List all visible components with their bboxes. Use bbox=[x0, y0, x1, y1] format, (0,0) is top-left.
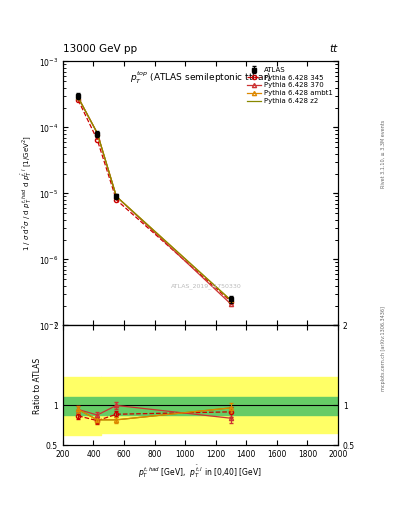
Pythia 6.428 370 bbox=[229, 301, 233, 307]
Line: Pythia 6.428 345: Pythia 6.428 345 bbox=[76, 98, 233, 304]
Pythia 6.428 z2 bbox=[76, 94, 81, 100]
Pythia 6.428 z2 bbox=[95, 130, 100, 136]
Text: mcplots.cern.ch [arXiv:1306.3436]: mcplots.cern.ch [arXiv:1306.3436] bbox=[381, 306, 386, 391]
Y-axis label: Ratio to ATLAS: Ratio to ATLAS bbox=[33, 357, 42, 414]
Text: $p_T^{top}$ (ATLAS semileptonic ttbar): $p_T^{top}$ (ATLAS semileptonic ttbar) bbox=[130, 69, 271, 86]
Pythia 6.428 ambt1 bbox=[114, 194, 119, 200]
Pythia 6.428 370 bbox=[114, 194, 119, 200]
Pythia 6.428 z2 bbox=[114, 194, 119, 200]
Pythia 6.428 345 bbox=[229, 298, 233, 305]
Pythia 6.428 370 bbox=[76, 94, 81, 100]
Y-axis label: 1 / $\sigma$ d$^2\sigma$ / d $p_T^{t,had}$ d $p_T^{\bar{t},l}$ [1/GeV$^2$]: 1 / $\sigma$ d$^2\sigma$ / d $p_T^{t,had… bbox=[20, 136, 35, 251]
Pythia 6.428 ambt1 bbox=[76, 94, 81, 100]
Legend: ATLAS, Pythia 6.428 345, Pythia 6.428 370, Pythia 6.428 ambt1, Pythia 6.428 z2: ATLAS, Pythia 6.428 345, Pythia 6.428 37… bbox=[245, 65, 334, 106]
Line: Pythia 6.428 ambt1: Pythia 6.428 ambt1 bbox=[76, 95, 233, 303]
Pythia 6.428 ambt1 bbox=[229, 297, 233, 304]
Line: Pythia 6.428 z2: Pythia 6.428 z2 bbox=[78, 97, 231, 301]
Text: Rivet 3.1.10, ≥ 3.3M events: Rivet 3.1.10, ≥ 3.3M events bbox=[381, 119, 386, 188]
Text: tt: tt bbox=[330, 44, 338, 54]
Text: ATLAS_2019_I1750330: ATLAS_2019_I1750330 bbox=[171, 283, 241, 289]
Pythia 6.428 345 bbox=[76, 97, 81, 103]
Pythia 6.428 z2 bbox=[229, 297, 233, 304]
Pythia 6.428 345 bbox=[95, 137, 100, 143]
Pythia 6.428 ambt1 bbox=[95, 130, 100, 136]
Pythia 6.428 345 bbox=[114, 197, 119, 203]
Line: Pythia 6.428 370: Pythia 6.428 370 bbox=[76, 95, 233, 306]
X-axis label: $p_T^{t,had}$ [GeV],  $p_T^{\bar{t},l}$ in [0,40] [GeV]: $p_T^{t,had}$ [GeV], $p_T^{\bar{t},l}$ i… bbox=[138, 463, 263, 480]
Pythia 6.428 370 bbox=[95, 130, 100, 136]
Text: 13000 GeV pp: 13000 GeV pp bbox=[63, 44, 137, 54]
